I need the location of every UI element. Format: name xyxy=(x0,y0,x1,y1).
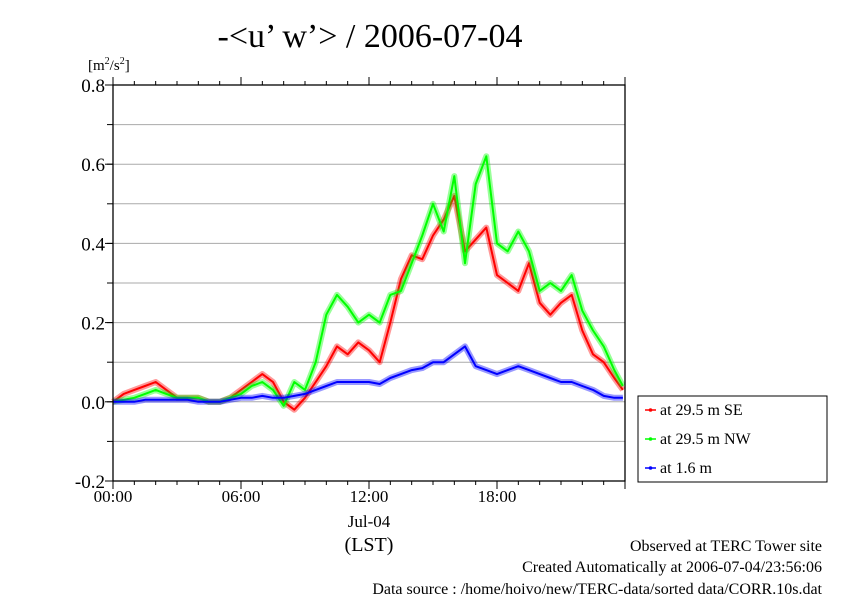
x-tick-label: 12:00 xyxy=(350,487,389,506)
legend-marker xyxy=(648,466,653,470)
ticks: 0.8 0.6 0.4 0.2 0.0 -0.200:00 06:00 12:00 18:00 xyxy=(75,76,626,506)
legend-label: at 29.5 m SE xyxy=(660,402,743,419)
series-band xyxy=(113,343,623,405)
y-tick-label: 0.4 xyxy=(81,234,105,255)
chart-title: -<u’ w’> / 2006-07-04 xyxy=(218,18,523,55)
series-line xyxy=(113,345,623,403)
x-date-label: Jul-04 xyxy=(348,512,391,531)
footer-source: Data source : /home/hoivo/new/TERC-data/… xyxy=(372,581,822,595)
legend-label: at 29.5 m NW xyxy=(660,431,752,448)
y-tick-label: 0.6 xyxy=(81,155,105,176)
legend-marker xyxy=(648,437,653,441)
legend-label: at 1.6 m xyxy=(660,460,713,477)
y-tick-label: 0.8 xyxy=(81,76,105,97)
x-tick-label: 06:00 xyxy=(222,487,261,506)
legend: at 29.5 m SE at 29.5 m NW at 1.6 m xyxy=(637,395,828,483)
series-band xyxy=(112,153,626,409)
y-axis-unit: [m2/s2] xyxy=(88,56,130,74)
y-tick-label: -0.2 xyxy=(75,472,105,493)
footer-observed: Observed at TERC Tower site xyxy=(630,538,822,555)
series-line xyxy=(112,155,624,407)
y-tick-label: 0.2 xyxy=(81,314,105,335)
legend-marker xyxy=(648,408,653,412)
x-tick-label: 18:00 xyxy=(478,487,517,506)
y-tick-label: 0.0 xyxy=(81,393,105,414)
series-group xyxy=(111,153,626,413)
footer-created: Created Automatically at 2006-07-04/23:5… xyxy=(522,559,822,576)
x-axis-label: (LST) xyxy=(345,534,394,556)
x-tick-label: 00:00 xyxy=(94,487,133,506)
